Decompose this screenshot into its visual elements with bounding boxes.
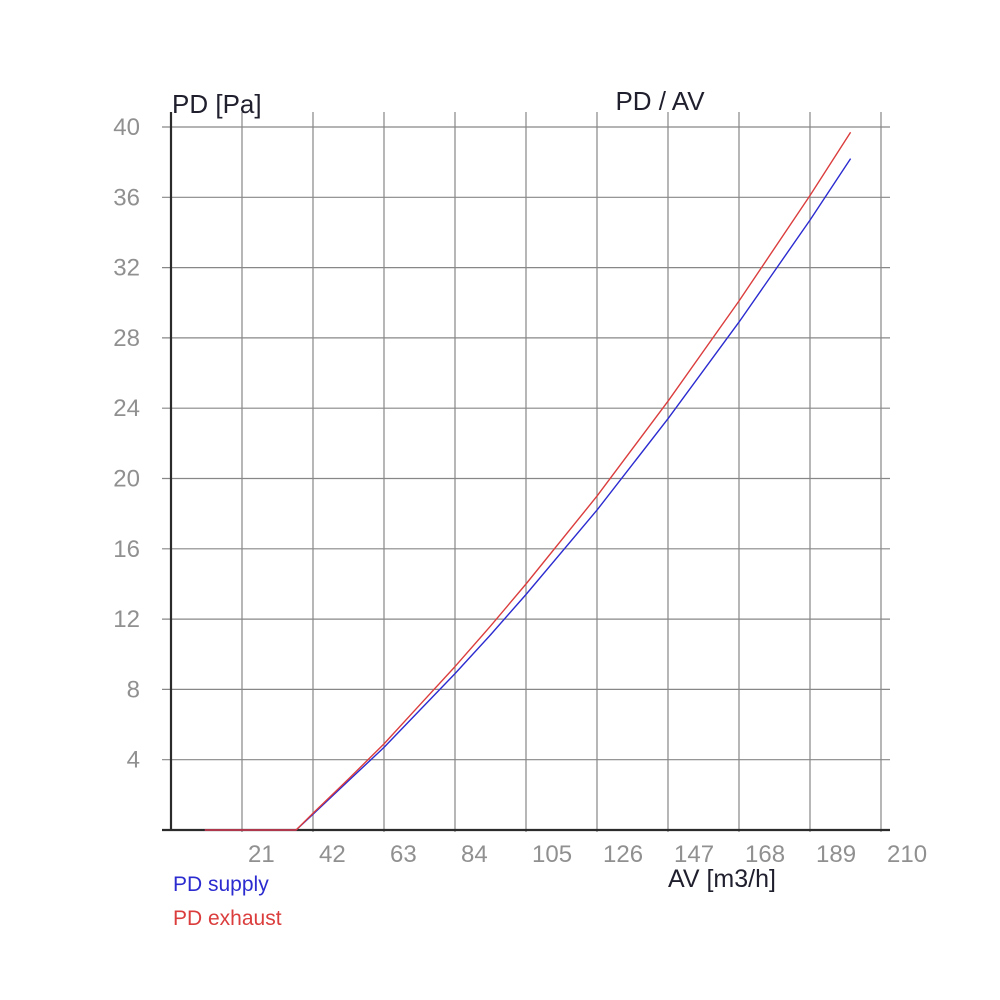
x-tick-label: 168	[745, 841, 785, 868]
y-tick-label: 4	[127, 747, 140, 774]
y-tick-label: 16	[113, 536, 140, 563]
chart-title: PD / AV	[615, 86, 705, 116]
x-tick-label: 42	[319, 841, 346, 868]
chart-legend: PD supply PD exhaust	[173, 874, 282, 942]
y-tick-label: 20	[113, 466, 140, 493]
x-tick-label: 63	[390, 841, 417, 868]
y-tick-label: 8	[127, 676, 140, 703]
x-tick-label: 21	[248, 841, 275, 868]
x-tick-label: 189	[816, 841, 856, 868]
series-line-pd-exhaust	[204, 131, 852, 831]
x-axis-title: AV [m3/h]	[668, 865, 776, 893]
y-tick-label: 28	[113, 325, 140, 352]
legend-item-exhaust: PD exhaust	[173, 907, 282, 930]
y-tick-label: 40	[113, 114, 140, 141]
y-tick-label: 12	[113, 606, 140, 633]
y-tick-label: 24	[113, 395, 140, 422]
x-tick-label: 84	[461, 841, 488, 868]
series-line-pd-supply	[204, 158, 852, 831]
y-tick-label: 32	[113, 255, 140, 282]
y-axis-title: PD [Pa]	[172, 89, 262, 119]
x-tick-label: 126	[603, 841, 643, 868]
x-tick-label: 105	[532, 841, 572, 868]
x-tick-label: 147	[674, 841, 714, 868]
legend-item-supply: PD supply	[173, 873, 269, 896]
y-tick-label: 36	[113, 184, 140, 211]
x-tick-label: 210	[887, 841, 927, 868]
